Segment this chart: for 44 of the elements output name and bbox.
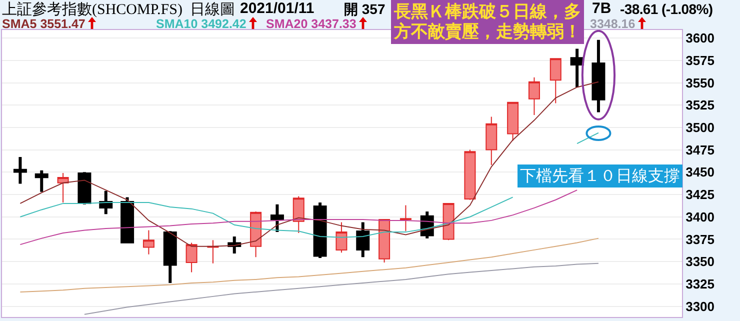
- y-tick-label: 3400: [686, 209, 715, 224]
- y-tick-label: 3600: [686, 30, 715, 46]
- text: SMA5 3551.47: [2, 17, 86, 31]
- y-tick-label: 3450: [686, 164, 715, 180]
- y-tick-label: 3325: [686, 276, 715, 292]
- text: SMA20 3437.33: [266, 17, 356, 31]
- candlestick: [442, 202, 454, 241]
- candlestick: [528, 76, 540, 116]
- y-tick-label: 3550: [686, 75, 715, 90]
- y-tick-label: 3300: [686, 298, 715, 314]
- line-series: [20, 190, 578, 246]
- text: 3348.16: [590, 17, 636, 31]
- y-tick-label: 3375: [686, 232, 715, 247]
- candlestick: [250, 211, 262, 258]
- candlestick: [57, 172, 69, 204]
- annotation: 下檔先看１０日線支撐: [520, 167, 680, 185]
- text: 日線圖: [190, 1, 235, 19]
- line-series: [20, 81, 599, 247]
- line-series: [20, 238, 599, 292]
- candlestick: [464, 149, 476, 200]
- candlestick: [550, 58, 562, 104]
- annotation: 長黑Ｋ棒跌破５日線，多方不敵賣壓，走勢轉弱！: [391, 0, 584, 44]
- y-tick-label: 3425: [686, 187, 715, 202]
- chart-title: 上証參考指數(SHCOMP.FS): [2, 0, 182, 19]
- y-tick-label: 3500: [686, 120, 715, 135]
- text: -38.61 (-1.08%): [620, 1, 713, 17]
- candlestick: [400, 204, 412, 232]
- candlestick: [142, 230, 154, 255]
- candlestick: [186, 242, 198, 273]
- candlestick: [207, 240, 219, 264]
- text: 2021/01/11: [240, 0, 314, 17]
- y-tick-label: 3525: [686, 98, 715, 113]
- candlestick: [378, 219, 390, 263]
- y-tick-label: 3475: [686, 142, 715, 158]
- line-series: [84, 262, 599, 315]
- text: 開 357: [344, 1, 386, 19]
- y-tick-label: 3350: [686, 254, 715, 270]
- candlestick: [336, 222, 348, 254]
- y-tick-label: 3575: [686, 52, 715, 68]
- candlestick: [486, 116, 498, 166]
- candlestick: [292, 196, 304, 234]
- candlestick: [507, 102, 519, 142]
- text: 7B: [592, 0, 612, 17]
- text: SMA10 3492.42: [156, 17, 246, 31]
